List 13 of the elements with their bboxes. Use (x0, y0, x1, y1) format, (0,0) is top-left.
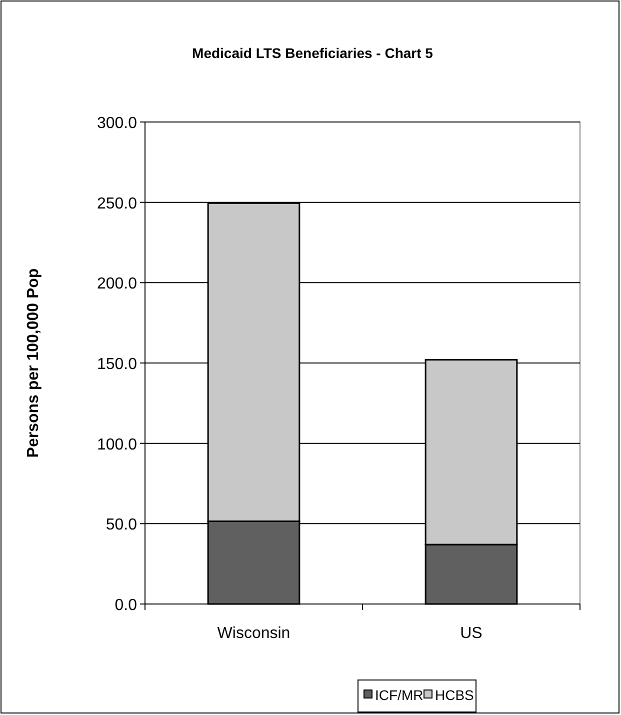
x-tick-label: Wisconsin (217, 625, 290, 642)
x-tick-label: US (460, 625, 482, 642)
legend-label: HCBS (435, 687, 474, 703)
y-tick-label: 150.0 (96, 356, 138, 373)
y-tick-label: 0.0 (114, 597, 138, 614)
chart-title: Medicaid LTS Beneficiaries - Chart 5 (192, 45, 434, 61)
y-tick-label: 100.0 (96, 436, 138, 454)
legend-label: ICF/MR (375, 687, 424, 703)
y-axis-title: Persons per 100,000 Pop (25, 268, 42, 458)
y-tick-label: 50.0 (106, 516, 138, 534)
y-tick-label: 300.0 (96, 115, 138, 132)
y-tick-label: 200.0 (96, 276, 138, 293)
y-tick-label: 250.0 (96, 195, 138, 212)
